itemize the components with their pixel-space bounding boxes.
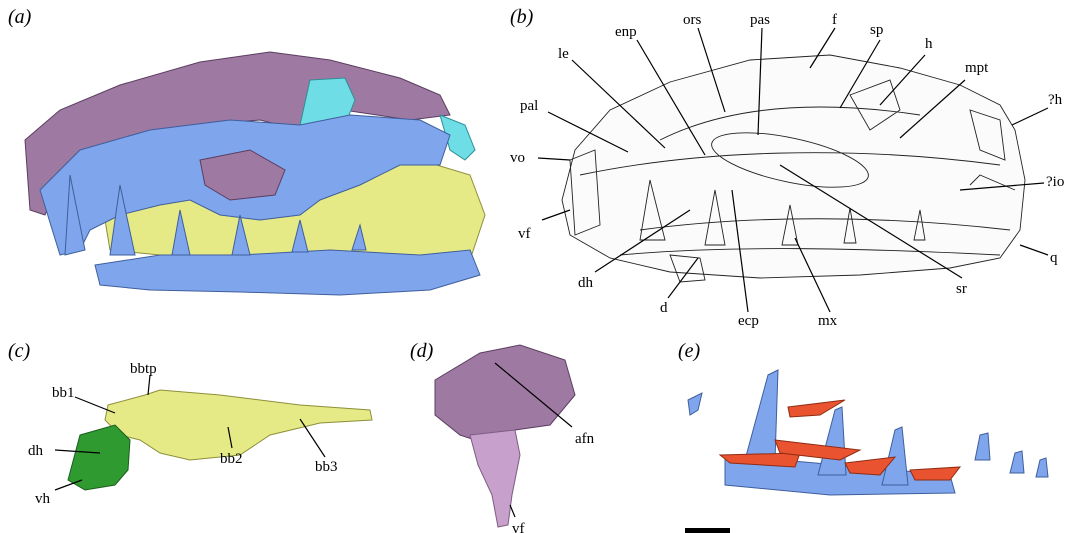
- panel-c-label: (c): [8, 340, 31, 362]
- label-enp: enp: [615, 24, 637, 40]
- blue-tooth: [744, 369, 779, 461]
- red-tooth: [718, 452, 801, 468]
- label-dh: dh: [578, 275, 594, 291]
- tooth: [231, 214, 251, 256]
- red-tooth: [909, 466, 962, 481]
- purple-cheek: [199, 149, 286, 201]
- blue-tooth-fragment: [687, 392, 703, 416]
- panel-d-label: (d): [410, 340, 434, 362]
- skull-3d-render: [24, 51, 486, 296]
- blue-tooth: [1035, 457, 1049, 478]
- blue-tooth: [1009, 450, 1025, 474]
- label-qio: ?io: [1046, 174, 1064, 190]
- tooth: [109, 184, 136, 256]
- blue-tooth: [817, 406, 847, 476]
- panel-b: (b) en: [500, 0, 1069, 330]
- purple-vomer-head: [434, 344, 576, 446]
- label-pas: pas: [750, 12, 770, 28]
- label-bb2: bb2: [220, 451, 243, 467]
- label-vh: vh: [35, 491, 51, 507]
- scale-bar: [685, 528, 730, 533]
- label-ecp: ecp: [738, 313, 759, 329]
- label-bb1: bb1: [52, 385, 75, 401]
- label-sp: sp: [870, 22, 883, 38]
- label-d: d: [660, 300, 668, 316]
- label-mpt: mpt: [965, 60, 989, 76]
- panel-d: (d) afn vf: [400, 335, 650, 533]
- label-bb3: bb3: [315, 459, 338, 475]
- blue-tooth: [974, 432, 991, 461]
- red-tooth: [787, 399, 846, 418]
- cyan-bone-2: [439, 114, 476, 161]
- label-mx: mx: [818, 313, 838, 329]
- lilac-vomer-shaft: [469, 429, 521, 528]
- yellow-basibranchial: [104, 389, 373, 461]
- label-ors: ors: [683, 12, 701, 28]
- panel-e: (e): [650, 335, 1069, 533]
- hyoid-render: bbtp bb1 dh vh bb2 bb3: [28, 361, 373, 507]
- vomer-render: afn vf: [434, 344, 595, 533]
- teeth-render: [685, 369, 1049, 533]
- panel-c: (c) bbtp bb1 dh vh bb2 bb3: [0, 335, 400, 533]
- label-sr: sr: [956, 281, 967, 297]
- tooth: [291, 219, 309, 253]
- red-tooth: [774, 439, 862, 461]
- blue-jaw: [94, 249, 481, 296]
- tooth: [171, 209, 191, 256]
- label-dh: dh: [28, 443, 44, 459]
- blue-tooth: [881, 426, 909, 486]
- panel-a: (a): [0, 0, 500, 320]
- label-bbtp: bbtp: [130, 361, 157, 377]
- label-vf: vf: [512, 521, 525, 533]
- tooth: [351, 223, 367, 251]
- panel-e-label: (e): [678, 340, 701, 362]
- label-h: h: [925, 36, 933, 52]
- tooth: [64, 174, 86, 256]
- label-f: f: [832, 12, 837, 28]
- green-hyoid: [67, 424, 131, 491]
- label-vf: vf: [518, 226, 531, 242]
- label-vo: vo: [510, 150, 525, 166]
- label-pal: pal: [520, 98, 538, 114]
- skull-line-drawing: enp ors pas f sp le h mpt pal ?h vo ?io …: [510, 12, 1064, 329]
- red-tooth: [844, 456, 897, 476]
- label-q: q: [1050, 250, 1058, 266]
- panel-a-label: (a): [8, 6, 32, 28]
- skull-outline: [561, 54, 1026, 279]
- label-afn: afn: [575, 431, 595, 447]
- panel-b-label: (b): [510, 6, 534, 28]
- label-le: le: [558, 46, 569, 62]
- label-qh: ?h: [1048, 92, 1063, 108]
